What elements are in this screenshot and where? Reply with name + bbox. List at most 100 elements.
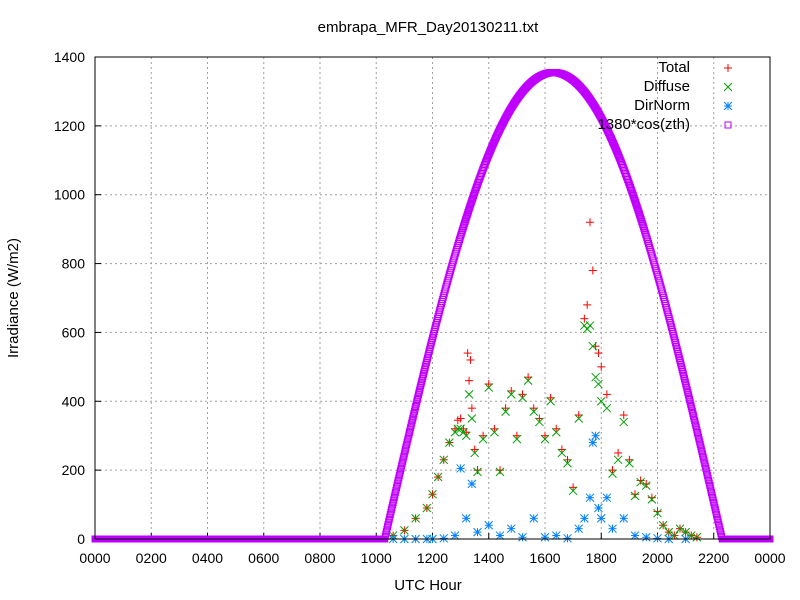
reference-point <box>702 467 710 475</box>
reference-point <box>422 361 430 369</box>
reference-point <box>714 518 722 526</box>
reference-point <box>458 228 466 236</box>
y-tick-label: 200 <box>62 462 86 478</box>
legend-label-total: Total <box>658 59 690 76</box>
diffuse-point <box>540 434 550 444</box>
reference-point <box>704 474 712 482</box>
diffuse-point <box>602 403 612 413</box>
dirnorm-point <box>518 532 527 542</box>
reference-point <box>636 210 643 218</box>
dirnorm-point <box>574 524 584 534</box>
reference-point <box>688 405 696 413</box>
dirnorm-point <box>580 513 589 523</box>
reference-point <box>382 530 390 538</box>
x-tick-label: 0000 <box>754 550 785 566</box>
dirnorm-point <box>473 527 482 537</box>
reference-point <box>668 323 676 331</box>
legend-marker-0 <box>724 64 732 72</box>
reference-point <box>696 438 704 446</box>
total-point <box>479 431 488 440</box>
reference-point <box>713 513 721 521</box>
total-point <box>496 466 504 475</box>
reference-point <box>637 216 645 224</box>
reference-point <box>386 511 394 519</box>
reference-point <box>418 375 426 383</box>
reference-point <box>462 214 470 222</box>
reference-point <box>690 412 697 420</box>
reference-point <box>459 225 467 233</box>
reference-point <box>412 403 420 411</box>
reference-point <box>421 366 429 374</box>
diffuse-point <box>670 531 679 540</box>
reference-point <box>430 330 438 338</box>
dirnorm-point <box>495 531 505 540</box>
reference-point <box>417 382 425 390</box>
diffuse-point <box>506 390 516 399</box>
legend-marker-1 <box>723 82 733 92</box>
reference-point <box>675 354 683 362</box>
reference-point <box>427 341 435 349</box>
reference-point <box>392 486 400 494</box>
reference-point <box>672 339 679 347</box>
reference-point <box>686 395 694 403</box>
reference-point <box>410 410 418 418</box>
reference-point <box>458 226 466 234</box>
total-point <box>583 300 592 309</box>
total-point <box>625 455 634 464</box>
reference-point <box>700 455 708 463</box>
y-tick-label: 0 <box>77 531 85 547</box>
x-tick-label: 0600 <box>248 550 279 566</box>
x-tick-label: 0200 <box>136 550 167 566</box>
reference-point <box>407 424 415 432</box>
total-point <box>541 431 549 440</box>
reference-point <box>691 417 699 425</box>
reference-point <box>701 462 709 470</box>
reference-point <box>395 474 403 482</box>
reference-point <box>684 391 692 399</box>
reference-point <box>415 389 423 397</box>
reference-point <box>715 523 723 531</box>
reference-point <box>704 472 712 480</box>
reference-point <box>428 336 436 344</box>
reference-point <box>699 450 706 458</box>
reference-point <box>399 457 407 465</box>
total-point <box>524 373 533 382</box>
reference-point <box>669 328 677 336</box>
reference-point <box>713 511 721 519</box>
total-point <box>563 455 572 464</box>
reference-point <box>674 350 682 358</box>
diffuse-point <box>585 321 595 330</box>
series-group <box>91 68 774 544</box>
reference-point <box>426 343 434 351</box>
diffuse-point <box>439 455 449 465</box>
dirnorm-point <box>619 513 629 523</box>
diffuse-point <box>518 393 527 403</box>
diffuse-point <box>551 427 561 437</box>
reference-point <box>677 361 685 369</box>
dirnorm-point <box>588 438 598 447</box>
reference-point <box>385 515 393 523</box>
total-point <box>642 479 651 488</box>
reference-point <box>705 477 713 485</box>
diffuse-point <box>495 467 505 477</box>
reference-point <box>691 419 699 427</box>
diffuse-point <box>613 455 623 465</box>
reference-point <box>670 334 678 342</box>
reference-point <box>414 393 422 401</box>
total-point <box>614 448 623 457</box>
reference-point <box>409 414 417 422</box>
reference-point <box>381 533 389 541</box>
reference-point <box>406 426 414 434</box>
dirnorm-point <box>450 531 460 540</box>
reference-point <box>396 469 404 477</box>
diffuse-point <box>428 489 437 499</box>
reference-point <box>684 389 692 397</box>
dirnorm-point <box>484 520 494 530</box>
reference-point <box>697 443 705 451</box>
total-point <box>602 390 611 399</box>
diffuse-point <box>568 486 578 496</box>
dirnorm-point <box>529 513 539 523</box>
total-point <box>574 411 583 420</box>
reference-point <box>695 436 703 444</box>
